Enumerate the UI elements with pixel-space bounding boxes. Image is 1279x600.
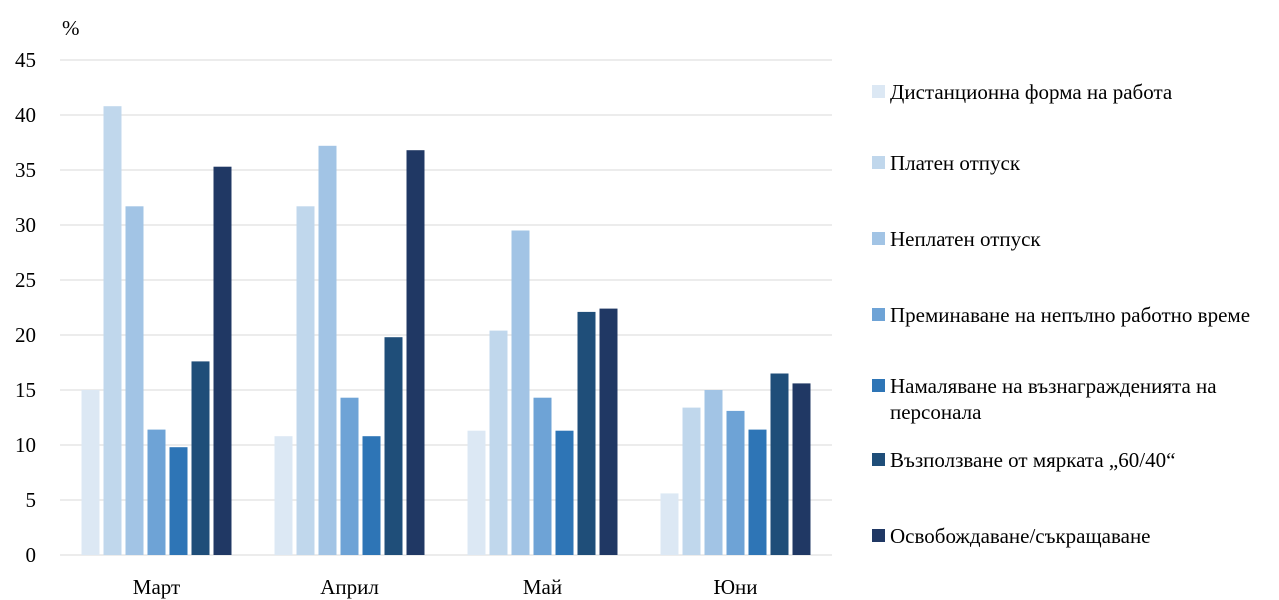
y-tick-label: 15 bbox=[15, 378, 36, 402]
bar bbox=[599, 308, 618, 555]
y-tick-label: 20 bbox=[15, 323, 36, 347]
legend-swatch bbox=[872, 156, 885, 169]
bar bbox=[555, 430, 574, 555]
bar bbox=[770, 373, 789, 555]
y-tick-label: 30 bbox=[15, 213, 36, 237]
bar bbox=[274, 436, 293, 555]
bar bbox=[169, 447, 188, 555]
y-tick-label: 5 bbox=[26, 488, 37, 512]
y-tick-label: 0 bbox=[26, 543, 37, 567]
legend-swatch bbox=[872, 529, 885, 542]
x-tick-label: Май bbox=[523, 575, 562, 599]
bar bbox=[726, 410, 745, 555]
legend-item-layoffs: Освобождаване/съкращаване bbox=[872, 523, 1272, 549]
bar bbox=[489, 330, 508, 555]
y-tick-label: 25 bbox=[15, 268, 36, 292]
legend-swatch bbox=[872, 308, 885, 321]
legend-swatch bbox=[872, 379, 885, 392]
bar bbox=[147, 429, 166, 555]
legend-item-unpaid-leave: Неплатен отпуск bbox=[872, 226, 1272, 252]
legend-swatch bbox=[872, 85, 885, 98]
x-tick-label: Април bbox=[320, 575, 379, 599]
x-axis-ticks: Март Април Май Юни bbox=[133, 575, 758, 599]
legend-label: Преминаване на непълно работно време bbox=[890, 303, 1251, 327]
legend-swatch bbox=[872, 453, 885, 466]
legend-item-part-time: Преминаване на непълно работно време bbox=[872, 302, 1272, 328]
legend-item-measure-60-40: Възползване от мярката „60/40“ bbox=[872, 447, 1272, 473]
legend-label: Неплатен отпуск bbox=[890, 227, 1041, 251]
bar bbox=[511, 230, 530, 555]
legend-item-remote-work: Дистанционна форма на работа bbox=[872, 79, 1272, 105]
y-tick-label: 35 bbox=[15, 158, 36, 182]
bar bbox=[191, 361, 210, 555]
bar bbox=[748, 429, 767, 555]
bars bbox=[81, 106, 811, 556]
bar bbox=[318, 145, 337, 556]
bar bbox=[533, 397, 552, 555]
bar bbox=[125, 206, 144, 556]
y-tick-label: 10 bbox=[15, 433, 36, 457]
legend-label: Намаляване на възнагражденията на персон… bbox=[890, 374, 1217, 424]
bar bbox=[792, 383, 811, 555]
y-axis-label: % bbox=[62, 16, 80, 40]
bar bbox=[704, 390, 723, 555]
legend-item-paid-leave: Платен отпуск bbox=[872, 150, 1272, 176]
bar bbox=[340, 397, 359, 555]
bar bbox=[467, 430, 486, 555]
bar bbox=[213, 166, 232, 555]
bar bbox=[103, 106, 122, 555]
legend-item-salary-reduction: Намаляване на възнагражденията на персон… bbox=[872, 373, 1272, 425]
y-axis-ticks: 0 5 10 15 20 25 30 35 40 45 bbox=[15, 48, 36, 567]
bar bbox=[682, 407, 701, 555]
legend-swatch bbox=[872, 232, 885, 245]
legend-label: Дистанционна форма на работа bbox=[890, 80, 1173, 104]
bar bbox=[362, 436, 381, 555]
y-tick-label: 45 bbox=[15, 48, 36, 72]
gridlines bbox=[60, 59, 832, 556]
bar bbox=[81, 390, 100, 555]
bar bbox=[406, 150, 425, 555]
legend-label: Платен отпуск bbox=[890, 151, 1021, 175]
bar bbox=[296, 206, 315, 556]
x-tick-label: Юни bbox=[713, 575, 757, 599]
bar bbox=[384, 337, 403, 555]
x-tick-label: Март bbox=[133, 575, 180, 599]
bar bbox=[660, 493, 679, 555]
y-tick-label: 40 bbox=[15, 103, 36, 127]
legend-label: Освобождаване/съкращаване bbox=[890, 524, 1151, 548]
legend-label: Възползване от мярката „60/40“ bbox=[890, 448, 1176, 472]
bar bbox=[577, 311, 596, 555]
